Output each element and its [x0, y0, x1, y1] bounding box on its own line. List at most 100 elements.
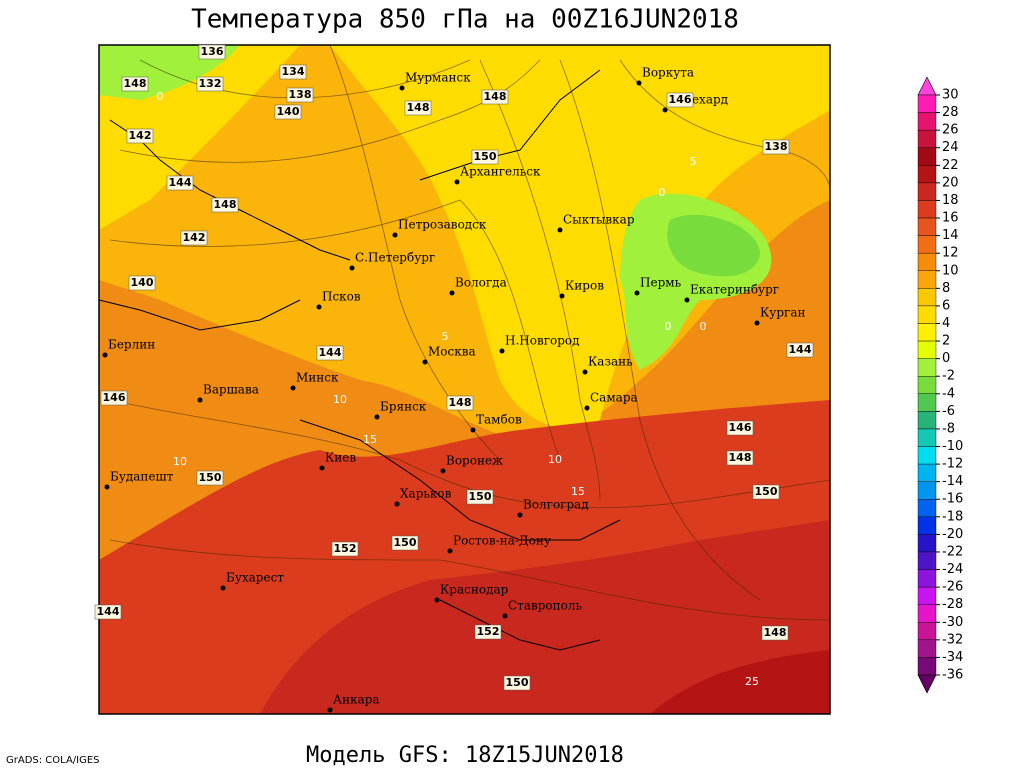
credit: GrADS: COLA/IGES [6, 755, 100, 766]
city-dot [559, 293, 565, 299]
height-label: 140 [131, 276, 154, 289]
height-label: 144 [169, 176, 192, 189]
city-dot [517, 512, 523, 518]
colorbar-tick-label: 6 [942, 298, 950, 313]
height-label-box [94, 604, 122, 620]
colorbar-tick-label: -12 [942, 457, 963, 472]
city-dot [220, 585, 226, 591]
temperature-label: 10 [333, 393, 347, 406]
city-label: Минск [296, 371, 339, 385]
colorbar-band [917, 270, 937, 289]
height-label: 150 [394, 536, 417, 549]
colorbar-tick-label: 14 [942, 228, 959, 243]
colorbar-band [917, 147, 937, 166]
height-label: 146 [669, 93, 692, 106]
temperature-label: 15 [363, 433, 377, 446]
height-label: 150 [469, 490, 492, 503]
temperature-label: 0 [659, 186, 666, 199]
colorbar-tick-label: 26 [942, 123, 959, 138]
city-dot [349, 265, 355, 271]
height-label-box [404, 100, 432, 116]
city-dot [447, 548, 453, 554]
height-label: 150 [755, 485, 778, 498]
city-dot [104, 484, 110, 490]
colorbar-band [917, 340, 937, 359]
height-label-box [503, 675, 531, 691]
colorbar-tick-label: 10 [942, 263, 959, 278]
colorbar-tick-label: -10 [942, 439, 963, 454]
height-label: 138 [289, 88, 312, 101]
city-dot [197, 397, 203, 403]
height-label: 150 [506, 676, 529, 689]
colorbar-band [917, 376, 937, 394]
colorbar-tick-label: -34 [942, 650, 963, 665]
colorbar-tick-label: 16 [942, 211, 959, 226]
height-label-box [471, 149, 499, 165]
city-label: Архангельск [460, 165, 541, 179]
city-dot [454, 179, 460, 185]
city-dot [374, 414, 380, 420]
height-label: 148 [407, 101, 430, 114]
city-dot [434, 597, 440, 603]
city-dot [102, 352, 108, 358]
city-dot [290, 385, 296, 391]
map-frame [98, 44, 831, 715]
city-dot [440, 468, 446, 474]
height-label: 136 [201, 45, 224, 58]
height-label: 144 [319, 346, 342, 359]
height-label-box [762, 139, 790, 155]
city-label: Ставрополь [508, 599, 582, 613]
height-label-box [198, 44, 226, 60]
city-dot [584, 405, 590, 411]
height-label-box [128, 275, 156, 291]
height-label-box [166, 175, 194, 191]
city-dot [422, 359, 428, 365]
city-dot [394, 501, 400, 507]
colorbar-band [917, 499, 937, 518]
colorbar-band [917, 112, 937, 131]
colorbar-band [917, 586, 937, 605]
height-label-box [786, 342, 814, 358]
colorbar-tick-label: -6 [942, 404, 955, 419]
colorbar-band [917, 200, 937, 219]
colorbar-tick-label: 28 [942, 105, 959, 120]
colorbar-band [917, 217, 937, 236]
map-field [99, 45, 830, 714]
colorbar-band [917, 393, 937, 412]
city-label: Мурманск [405, 71, 471, 85]
colorbar-band [917, 305, 937, 324]
city-label: С.Петербург [355, 251, 435, 265]
height-label-box [761, 625, 789, 641]
city-label: Казань [588, 355, 633, 369]
colorbar-band [917, 165, 937, 184]
colorbar-band [917, 446, 937, 465]
city-label: Самара [590, 391, 638, 405]
colorbar-tick-label: 12 [942, 246, 959, 261]
city-dot [499, 348, 505, 354]
colorbar-tick-label: 18 [942, 193, 959, 208]
colorbar-tick-label: 30 [942, 88, 959, 103]
city-dot [502, 613, 508, 619]
temperature-label: 25 [745, 675, 759, 688]
city-dot [319, 465, 325, 471]
height-label: 148 [764, 626, 787, 639]
colorbar-band [917, 481, 937, 500]
colorbar-tick-label: 0 [942, 351, 950, 366]
height-label-box [274, 104, 302, 120]
colorbar-tick-label: -4 [942, 386, 955, 401]
height-label: 150 [199, 471, 222, 484]
colorbar-band [917, 516, 937, 535]
city-dot [754, 320, 760, 326]
height-label-box [391, 535, 419, 551]
city-dot [316, 304, 322, 310]
height-label-box [121, 76, 149, 92]
city-label: Вологда [455, 276, 507, 290]
city-label: Краснодар [440, 583, 509, 597]
city-dot [392, 232, 398, 238]
city-label: Харьков [400, 487, 452, 501]
temperature-label: 10 [173, 455, 187, 468]
city-label: Берлин [108, 338, 155, 352]
colorbar-cap [917, 674, 937, 694]
colorbar-band [917, 182, 937, 201]
